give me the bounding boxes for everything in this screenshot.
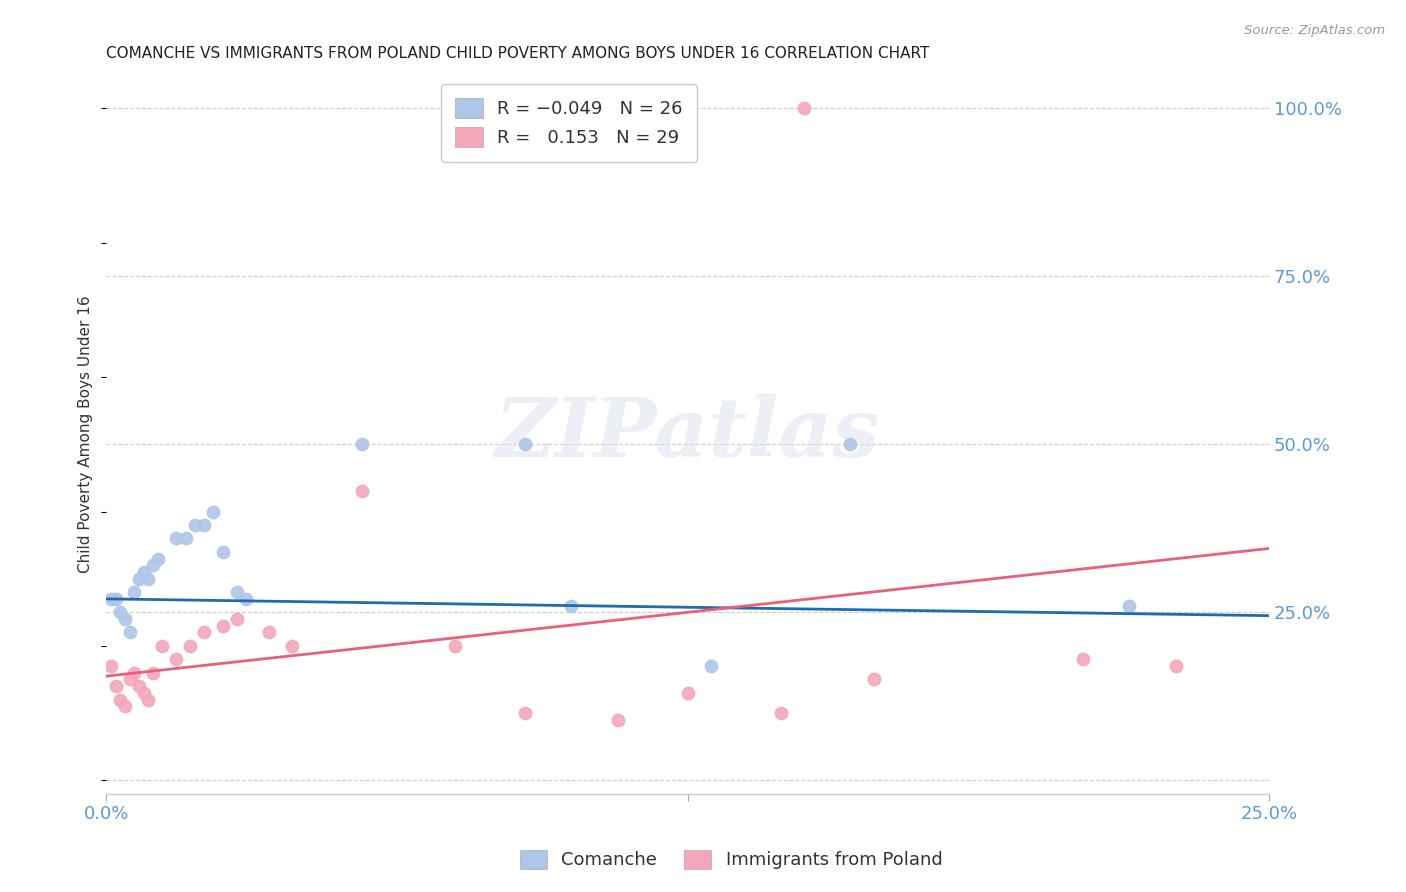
Point — [110, 692, 132, 706]
Legend: Comanche, Immigrants from Poland: Comanche, Immigrants from Poland — [510, 840, 952, 879]
Text: Source: ZipAtlas.com: Source: ZipAtlas.com — [1244, 24, 1385, 37]
Point — [118, 625, 141, 640]
Point — [179, 639, 201, 653]
Point — [1118, 599, 1140, 613]
Point — [136, 572, 159, 586]
Point — [211, 545, 233, 559]
Point — [184, 518, 207, 533]
Point — [136, 692, 159, 706]
Point — [146, 551, 169, 566]
Point — [202, 504, 225, 518]
Point — [281, 639, 304, 653]
Point — [839, 437, 862, 451]
Point — [1164, 659, 1187, 673]
Point — [235, 591, 257, 606]
Point — [352, 484, 374, 499]
Point — [100, 659, 122, 673]
Point — [793, 102, 815, 116]
Point — [104, 679, 127, 693]
Point — [165, 652, 187, 666]
Point — [128, 572, 150, 586]
Point — [225, 612, 247, 626]
Point — [100, 591, 122, 606]
Point — [150, 639, 173, 653]
Legend: R = −0.049   N = 26, R =   0.153   N = 29: R = −0.049 N = 26, R = 0.153 N = 29 — [441, 84, 697, 161]
Point — [1071, 652, 1094, 666]
Point — [110, 605, 132, 619]
Point — [676, 686, 699, 700]
Y-axis label: Child Poverty Among Boys Under 16: Child Poverty Among Boys Under 16 — [79, 295, 93, 573]
Point — [607, 713, 630, 727]
Point — [513, 706, 536, 720]
Point — [104, 591, 127, 606]
Point — [132, 686, 155, 700]
Point — [114, 699, 136, 714]
Point — [118, 673, 141, 687]
Point — [769, 706, 792, 720]
Point — [700, 659, 723, 673]
Point — [128, 679, 150, 693]
Point — [193, 518, 215, 533]
Point — [124, 585, 146, 599]
Point — [193, 625, 215, 640]
Text: ZIPatlas: ZIPatlas — [495, 394, 880, 475]
Point — [211, 618, 233, 632]
Point — [862, 673, 884, 687]
Text: COMANCHE VS IMMIGRANTS FROM POLAND CHILD POVERTY AMONG BOYS UNDER 16 CORRELATION: COMANCHE VS IMMIGRANTS FROM POLAND CHILD… — [107, 46, 929, 62]
Point — [132, 565, 155, 579]
Point — [142, 665, 165, 680]
Point — [513, 437, 536, 451]
Point — [114, 612, 136, 626]
Point — [174, 532, 197, 546]
Point — [124, 665, 146, 680]
Point — [225, 585, 247, 599]
Point — [257, 625, 280, 640]
Point — [165, 532, 187, 546]
Point — [142, 558, 165, 573]
Point — [444, 639, 467, 653]
Point — [352, 437, 374, 451]
Point — [560, 599, 582, 613]
